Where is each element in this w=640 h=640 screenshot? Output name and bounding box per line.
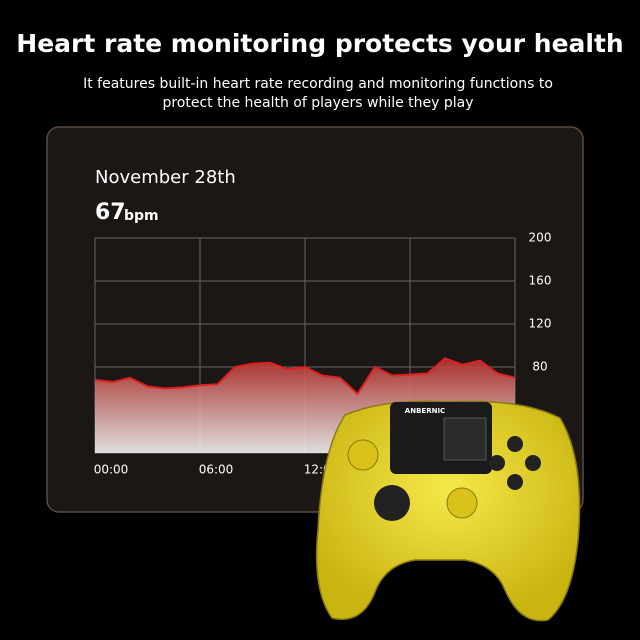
brand: ANBERNIC: [405, 407, 445, 415]
button: [489, 455, 505, 471]
title: Heart rate monitoring protects your heal…: [16, 29, 623, 58]
y-tick-label: 160: [529, 274, 552, 288]
y-tick-label: 120: [529, 317, 552, 331]
subtitle: protect the health of players while they…: [162, 95, 473, 111]
current-unit: bpm: [124, 208, 159, 224]
y-tick-label: 80: [532, 360, 547, 374]
y-tick-label: 200: [529, 231, 552, 245]
dpad: [374, 485, 410, 521]
controller: ANBERNIC: [315, 400, 581, 622]
button: [525, 455, 541, 471]
chart-title: November 28th: [95, 167, 236, 188]
current-value: 67: [95, 200, 126, 225]
button: [507, 436, 523, 452]
right-stick: [446, 487, 478, 519]
controller-body: [315, 400, 581, 622]
left-stick: [347, 439, 379, 471]
x-tick-label: 06:00: [199, 463, 234, 477]
button: [507, 474, 523, 490]
x-tick-label: 00:00: [94, 463, 129, 477]
heart-rate-line: [94, 357, 516, 396]
subtitle: It features built-in heart rate recordin…: [83, 76, 553, 92]
controller-screen: [443, 417, 487, 461]
